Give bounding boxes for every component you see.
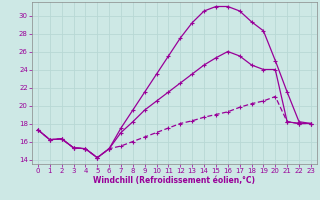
X-axis label: Windchill (Refroidissement éolien,°C): Windchill (Refroidissement éolien,°C) [93,176,255,185]
